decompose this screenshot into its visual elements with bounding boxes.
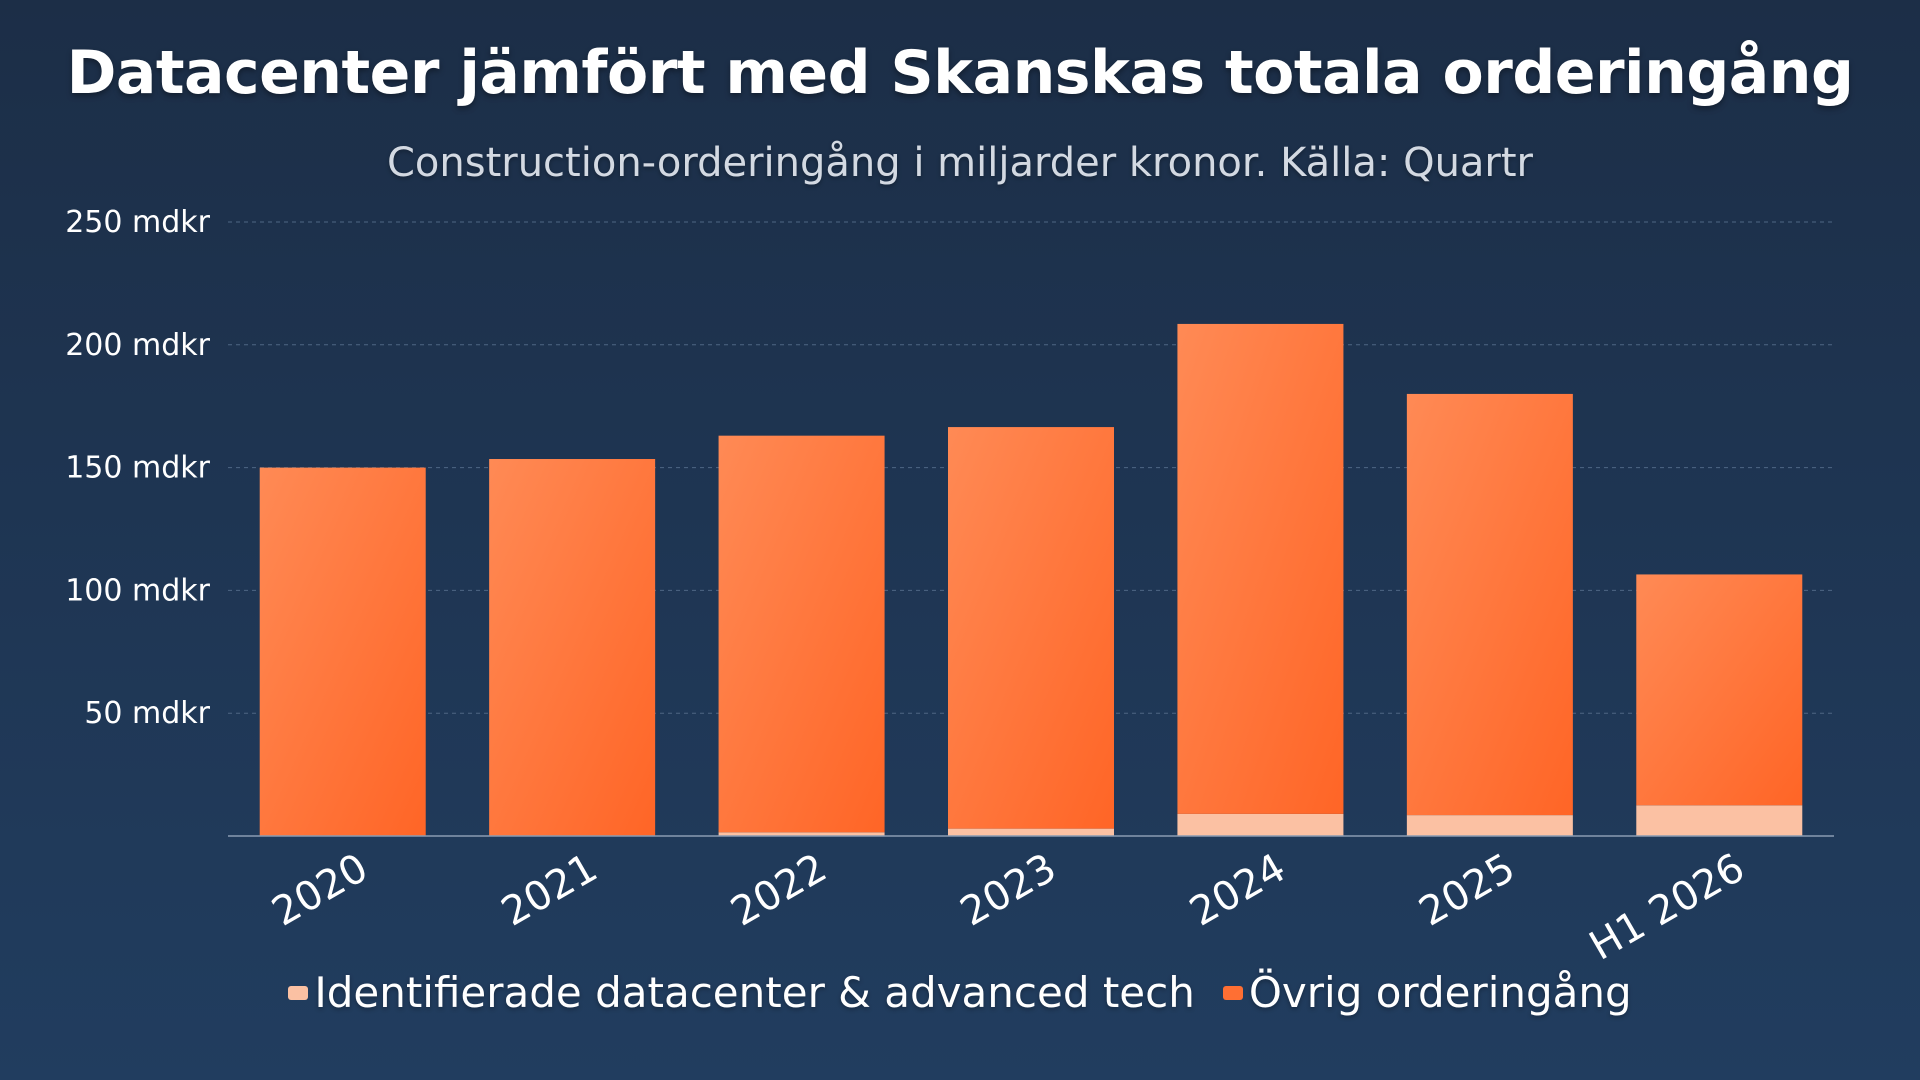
chart-subtitle: Construction-orderingång i miljarder kro…	[386, 140, 1533, 186]
bars	[259, 323, 1803, 836]
bar-datacenter-H1-2026	[1636, 805, 1803, 836]
legend-item-ovrig: Övrig orderingång	[1222, 968, 1632, 1017]
legend-item-datacenter: Identifierade datacenter & advanced tech	[288, 968, 1195, 1017]
bar-datacenter-2025	[1406, 815, 1573, 836]
y-tick-label: 200 mdkr	[65, 328, 210, 363]
bar-datacenter-2024	[1177, 813, 1344, 836]
legend-label-ovrig: Övrig orderingång	[1248, 968, 1632, 1017]
x-tick-label: 2023	[953, 845, 1064, 936]
bar-ovrig-2024	[1177, 323, 1344, 814]
legend: Identifierade datacenter & advanced tech…	[0, 968, 1920, 1017]
x-tick-label: 2022	[723, 845, 834, 936]
bar-ovrig-2023	[948, 427, 1114, 829]
bar-datacenter-2022	[718, 832, 885, 836]
bar-ovrig-2025	[1406, 393, 1573, 816]
bar-ovrig-2020	[259, 467, 426, 836]
y-tick-label: 150 mdkr	[65, 451, 210, 486]
legend-swatch-datacenter	[288, 985, 309, 1000]
bar-ovrig-2022	[718, 435, 885, 833]
x-tick-label: 2025	[1412, 845, 1523, 936]
legend-label-datacenter: Identifierade datacenter & advanced tech	[314, 968, 1195, 1017]
bar-ovrig-H1-2026	[1636, 574, 1803, 806]
chart-title: Datacenter jämfört med Skanskas totala o…	[66, 38, 1854, 108]
x-tick-label: 2021	[494, 845, 605, 936]
bar-datacenter-2023	[948, 828, 1114, 836]
y-tick-label: 100 mdkr	[65, 573, 210, 608]
x-tick-label: 2024	[1182, 845, 1293, 936]
x-tick-label: H1 2026	[1582, 845, 1752, 970]
y-tick-label: 250 mdkr	[65, 205, 210, 240]
bar-ovrig-2021	[489, 459, 656, 836]
x-tick-label: 2020	[265, 845, 376, 936]
y-tick-label: 50 mdkr	[84, 696, 210, 731]
legend-swatch-ovrig	[1222, 985, 1243, 1000]
